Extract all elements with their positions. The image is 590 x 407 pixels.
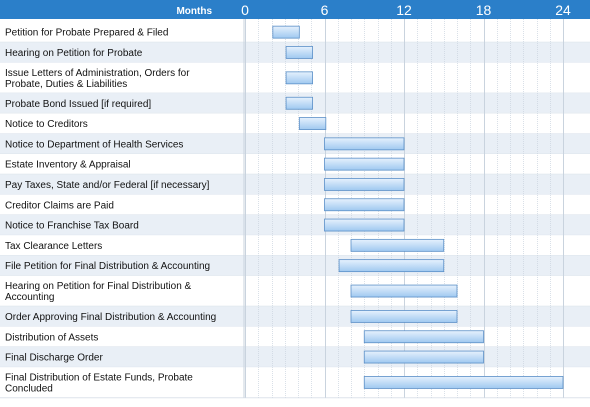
task-label-line: Order Approving Final Distribution & Acc… — [5, 312, 216, 323]
task-bar — [338, 259, 445, 273]
timeline-header — [0, 0, 590, 19]
task-bar — [298, 117, 327, 130]
task-row — [0, 214, 590, 236]
task-label: Distribution of Assets — [5, 332, 98, 343]
task-label: Estate Inventory & Appraisal — [5, 160, 131, 171]
task-bar — [324, 178, 405, 191]
tick-label: 18 — [476, 2, 492, 18]
task-label-line: Creditor Claims are Paid — [5, 200, 114, 211]
task-label-line: Hearing on Petition for Final Distributi… — [5, 281, 192, 292]
task-bar — [350, 284, 458, 298]
task-label: File Petition for Final Distribution & A… — [5, 261, 210, 272]
task-label-line: Issue Letters of Administration, Orders … — [5, 68, 190, 79]
task-label: Final Distribution of Estate Funds, Prob… — [5, 372, 193, 394]
task-bar — [363, 350, 484, 364]
task-label: Notice to Creditors — [5, 119, 88, 130]
task-label: Hearing on Petition for Probate — [5, 48, 143, 59]
task-label-line: Distribution of Assets — [5, 332, 98, 343]
task-bar — [363, 376, 564, 389]
task-label-line: Final Distribution of Estate Funds, Prob… — [5, 372, 193, 383]
task-label: Notice to Department of Health Services — [5, 139, 183, 150]
task-label: Creditor Claims are Paid — [5, 200, 114, 211]
task-label-line: File Petition for Final Distribution & A… — [5, 261, 210, 272]
task-bar — [285, 46, 313, 59]
task-label: Notice to Franchise Tax Board — [5, 221, 139, 232]
task-label-line: Notice to Franchise Tax Board — [5, 221, 139, 232]
task-label: Pay Taxes, State and/or Federal [if nece… — [5, 180, 210, 191]
task-row — [0, 133, 590, 154]
task-bar — [350, 310, 458, 323]
task-label-line: Hearing on Petition for Probate — [5, 48, 143, 59]
task-label: Petition for Probate Prepared & Filed — [5, 28, 168, 39]
task-label-line: Petition for Probate Prepared & Filed — [5, 28, 168, 39]
task-bar — [272, 25, 300, 39]
task-row — [0, 154, 590, 175]
task-bar — [285, 96, 313, 110]
task-row — [0, 113, 590, 134]
task-label-line: Accounting — [5, 292, 54, 303]
task-label: Final Discharge Order — [5, 353, 103, 364]
tick-label: 24 — [555, 2, 571, 18]
tick-label: 6 — [321, 2, 329, 18]
task-bar — [324, 198, 405, 212]
task-label: Tax Clearance Letters — [5, 241, 102, 252]
task-label-line: Probate, Duties & Liabilities — [5, 79, 127, 90]
tick-label: 12 — [396, 2, 412, 18]
task-label: Hearing on Petition for Final Distributi… — [5, 281, 192, 303]
task-row — [0, 194, 590, 215]
task-row — [0, 275, 590, 307]
task-label-line: Pay Taxes, State and/or Federal [if nece… — [5, 180, 210, 191]
task-label-line: Concluded — [5, 383, 53, 394]
task-bar — [324, 137, 405, 151]
task-label-line: Notice to Department of Health Services — [5, 139, 183, 150]
task-bar — [285, 71, 313, 85]
task-label: Order Approving Final Distribution & Acc… — [5, 312, 216, 323]
task-label: Issue Letters of Administration, Orders … — [5, 68, 190, 90]
task-bar — [324, 157, 405, 171]
tick-label: 0 — [241, 2, 249, 18]
task-bar — [350, 238, 445, 252]
task-label-line: Final Discharge Order — [5, 353, 103, 364]
task-bar — [324, 218, 405, 232]
task-label-line: Probate Bond Issued [if required] — [5, 99, 151, 110]
task-label-line: Notice to Creditors — [5, 119, 88, 130]
axis-title: Months — [176, 6, 212, 17]
task-label: Probate Bond Issued [if required] — [5, 99, 151, 110]
task-row — [0, 174, 590, 195]
task-bar — [363, 330, 484, 344]
task-label-line: Tax Clearance Letters — [5, 241, 102, 252]
task-label-line: Estate Inventory & Appraisal — [5, 160, 131, 171]
